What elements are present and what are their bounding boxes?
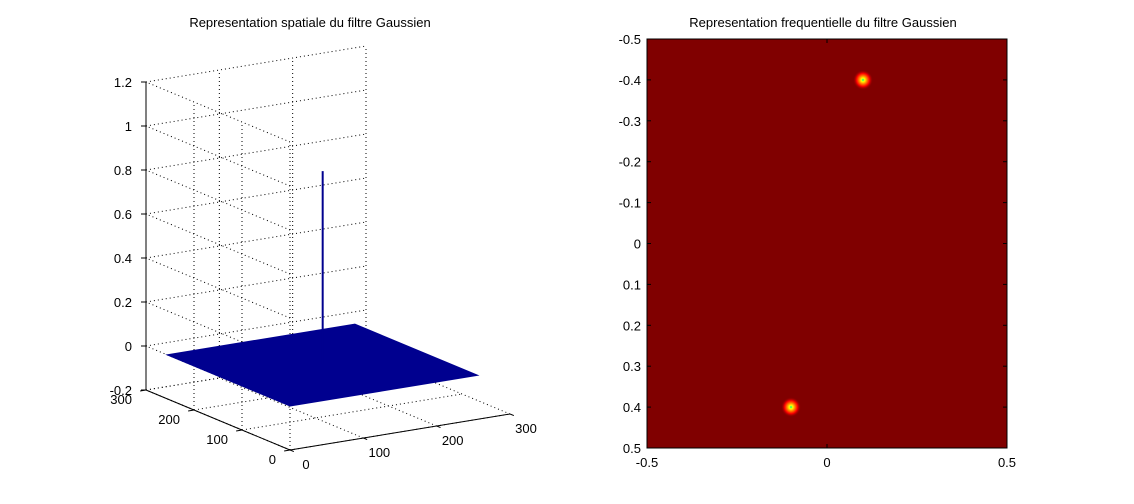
z-tick-label: 0.4 bbox=[114, 251, 132, 266]
z-tick-label: 0 bbox=[125, 339, 132, 354]
y-tick-label: -0.1 bbox=[619, 196, 641, 211]
y-tick-label: 0 bbox=[269, 452, 276, 467]
x-tick-mark bbox=[289, 449, 295, 453]
y-tick-label: -0.3 bbox=[619, 114, 641, 129]
back-wall-gridline bbox=[145, 125, 291, 187]
y-tick-label: 300 bbox=[110, 392, 132, 407]
y-tick-label: 200 bbox=[158, 412, 180, 427]
x-tick-mark bbox=[363, 437, 368, 441]
z-tick-label: -0.2 bbox=[110, 383, 132, 398]
y-tick-label: 0.1 bbox=[623, 277, 641, 292]
x-tick-label: 300 bbox=[515, 421, 537, 436]
x-tick-mark bbox=[436, 425, 441, 429]
y-tick-label: 0 bbox=[634, 237, 641, 252]
z-tick-label: 1.2 bbox=[114, 75, 132, 90]
y-tick-label: 100 bbox=[206, 432, 228, 447]
back-wall-gridline bbox=[145, 213, 291, 275]
side-wall-gridline bbox=[145, 45, 367, 83]
y-tick-label: -0.2 bbox=[619, 155, 641, 170]
back-wall-gridline bbox=[145, 81, 291, 143]
heatmap-ticks: -0.5-0.4-0.3-0.2-0.100.10.20.30.40.5-0.5… bbox=[619, 32, 1016, 470]
z-tick-label: 1 bbox=[125, 119, 132, 134]
y-tick-mark bbox=[284, 449, 291, 452]
y-tick-label: 0.3 bbox=[623, 359, 641, 374]
back-wall-gridline bbox=[145, 169, 291, 231]
y-tick-mark bbox=[188, 409, 195, 412]
spatial-surface bbox=[165, 171, 480, 407]
x-tick-label: 0 bbox=[302, 457, 309, 472]
z-tick-label: 0.6 bbox=[114, 207, 132, 222]
y-tick-label: 0.5 bbox=[623, 441, 641, 456]
x-tick-mark bbox=[509, 413, 515, 417]
x-axis-line bbox=[289, 413, 511, 451]
surface-plane bbox=[165, 323, 480, 407]
z-tick-label: 0.2 bbox=[114, 295, 132, 310]
spatial-plot-title: Representation spatiale du filtre Gaussi… bbox=[189, 15, 430, 30]
x-tick-label: 0.5 bbox=[998, 455, 1016, 470]
x-tick-label: 200 bbox=[442, 433, 464, 448]
y-axis-line bbox=[145, 389, 291, 451]
heatmap-peak bbox=[853, 69, 873, 90]
x-tick-label: -0.5 bbox=[636, 455, 658, 470]
y-tick-label: -0.4 bbox=[619, 73, 641, 88]
back-wall-gridline bbox=[145, 257, 291, 319]
spatial-axes bbox=[140, 81, 515, 453]
heatmap-peak bbox=[781, 397, 801, 418]
frequency-plot-title: Representation frequentielle du filtre G… bbox=[689, 15, 956, 30]
x-tick-label: 100 bbox=[368, 445, 390, 460]
frequency-heatmap-plot: Representation frequentielle du filtre G… bbox=[619, 15, 1016, 470]
y-tick-mark bbox=[236, 429, 243, 432]
spatial-surface-plot: Representation spatiale du filtre Gaussi… bbox=[110, 15, 537, 472]
x-tick-label: 0 bbox=[823, 455, 830, 470]
z-tick-label: 0.8 bbox=[114, 163, 132, 178]
heatmap-peaks bbox=[781, 69, 873, 418]
y-tick-label: 0.2 bbox=[623, 318, 641, 333]
y-tick-label: 0.4 bbox=[623, 400, 641, 415]
heatmap-background bbox=[647, 39, 1007, 448]
spatial-tick-labels: 01002003000100200300-0.200.20.40.60.811.… bbox=[110, 75, 537, 472]
y-tick-label: -0.5 bbox=[619, 32, 641, 47]
